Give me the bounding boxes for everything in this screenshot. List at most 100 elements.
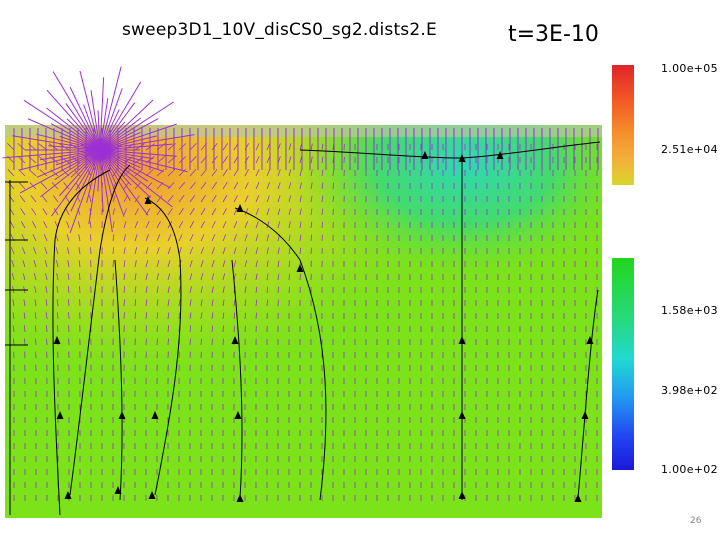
field-arrow: [299, 156, 303, 164]
field-arrow: [77, 221, 81, 229]
burst-arrow: [99, 149, 154, 160]
field-arrow: [50, 169, 59, 177]
field-arrow: [101, 143, 111, 151]
streamline-arrowhead: [56, 411, 64, 419]
burst-arrow: [97, 149, 101, 192]
streamline-arrowhead: [574, 494, 582, 502]
streamline-arrowhead: [458, 491, 466, 499]
field-arrow: [200, 221, 205, 229]
field-arrow: [101, 169, 104, 177]
field-arrow: [244, 221, 248, 229]
field-arrow: [45, 286, 48, 294]
field-arrow: [145, 273, 148, 281]
field-arrow: [53, 208, 59, 216]
field-arrow: [156, 312, 159, 320]
field-arrow: [266, 286, 269, 294]
streamline-arrowhead: [458, 336, 466, 344]
field-arrow: [112, 169, 118, 177]
field-arrow: [266, 260, 269, 268]
field-arrow: [244, 247, 248, 255]
field-arrow: [255, 260, 258, 268]
field-arrow: [145, 169, 154, 177]
field-arrow: [233, 247, 237, 255]
field-arrow: [156, 299, 159, 307]
field-arrow: [112, 195, 116, 203]
field-arrow: [178, 299, 181, 307]
field-arrow: [222, 169, 228, 177]
field-arrow: [310, 195, 313, 203]
field-arrow: [156, 234, 161, 242]
field-arrow: [43, 221, 48, 229]
field-arrow: [288, 260, 291, 268]
field-arrow: [134, 247, 138, 255]
field-arrow: [211, 195, 217, 203]
field-arrow: [222, 182, 228, 190]
field-arrow: [310, 182, 313, 190]
field-arrow: [34, 325, 37, 333]
burst-arrow: [79, 70, 101, 151]
field-arrow: [167, 260, 171, 268]
burst-arrow: [99, 135, 157, 151]
streamline: [114, 259, 123, 501]
streamline-arrowhead: [586, 336, 594, 344]
burst-arrow: [99, 121, 126, 151]
burst-arrow: [99, 117, 141, 151]
burst-arrow: [46, 89, 101, 151]
field-arrow: [200, 260, 204, 268]
streamline-arrowhead: [236, 204, 244, 212]
field-arrow: [266, 234, 270, 242]
field-arrow: [178, 195, 185, 203]
field-arrow: [18, 182, 26, 190]
field-arrow: [266, 208, 270, 216]
burst-arrow: [27, 118, 101, 151]
field-arrow: [178, 182, 186, 190]
field-arrow: [266, 195, 270, 203]
field-arrow: [211, 299, 214, 307]
field-arrow: [233, 312, 236, 320]
field-arrow: [145, 260, 149, 268]
field-arrow: [266, 221, 270, 229]
streamline-arrowhead: [458, 154, 466, 162]
streamline: [144, 197, 182, 496]
field-arrow: [299, 182, 302, 190]
field-arrow: [167, 247, 171, 255]
field-arrow: [255, 195, 260, 203]
field-arrow: [266, 143, 271, 151]
field-arrow: [12, 299, 15, 307]
field-arrow: [244, 234, 248, 242]
field-arrow: [189, 247, 194, 255]
field-arrow: [233, 325, 235, 333]
field-arrow: [167, 221, 173, 229]
field-arrow: [222, 195, 228, 203]
field-arrow: [222, 312, 225, 320]
field-arrow: [17, 143, 26, 151]
field-arrow: [288, 208, 291, 216]
field-arrow: [222, 247, 226, 255]
field-arrow: [299, 221, 302, 229]
field-arrow: [255, 234, 259, 242]
field-arrow: [41, 195, 48, 203]
burst-arrow: [99, 149, 104, 213]
field-arrow: [255, 247, 259, 255]
field-arrow: [244, 169, 249, 177]
burst-arrow: [46, 107, 101, 151]
field-arrow: [211, 260, 215, 268]
field-arrow: [123, 273, 126, 281]
burst-arrow: [70, 149, 101, 178]
colorbar-label: 2.51e+04: [661, 143, 718, 156]
field-arrow: [222, 325, 224, 333]
field-arrow: [77, 208, 81, 216]
field-arrows: [2, 66, 599, 501]
field-arrow: [134, 273, 137, 281]
field-arrow: [200, 325, 203, 333]
left-boundary: [5, 180, 28, 515]
burst-arrow: [99, 149, 164, 172]
streamline-arrowhead: [144, 196, 152, 204]
field-arrow: [189, 195, 196, 203]
field-arrow: [211, 273, 215, 281]
field-arrow: [145, 208, 151, 216]
field-arrow: [288, 156, 292, 164]
burst-arrow: [99, 149, 171, 189]
burst-arrow: [99, 123, 177, 151]
field-arrow: [266, 182, 270, 190]
